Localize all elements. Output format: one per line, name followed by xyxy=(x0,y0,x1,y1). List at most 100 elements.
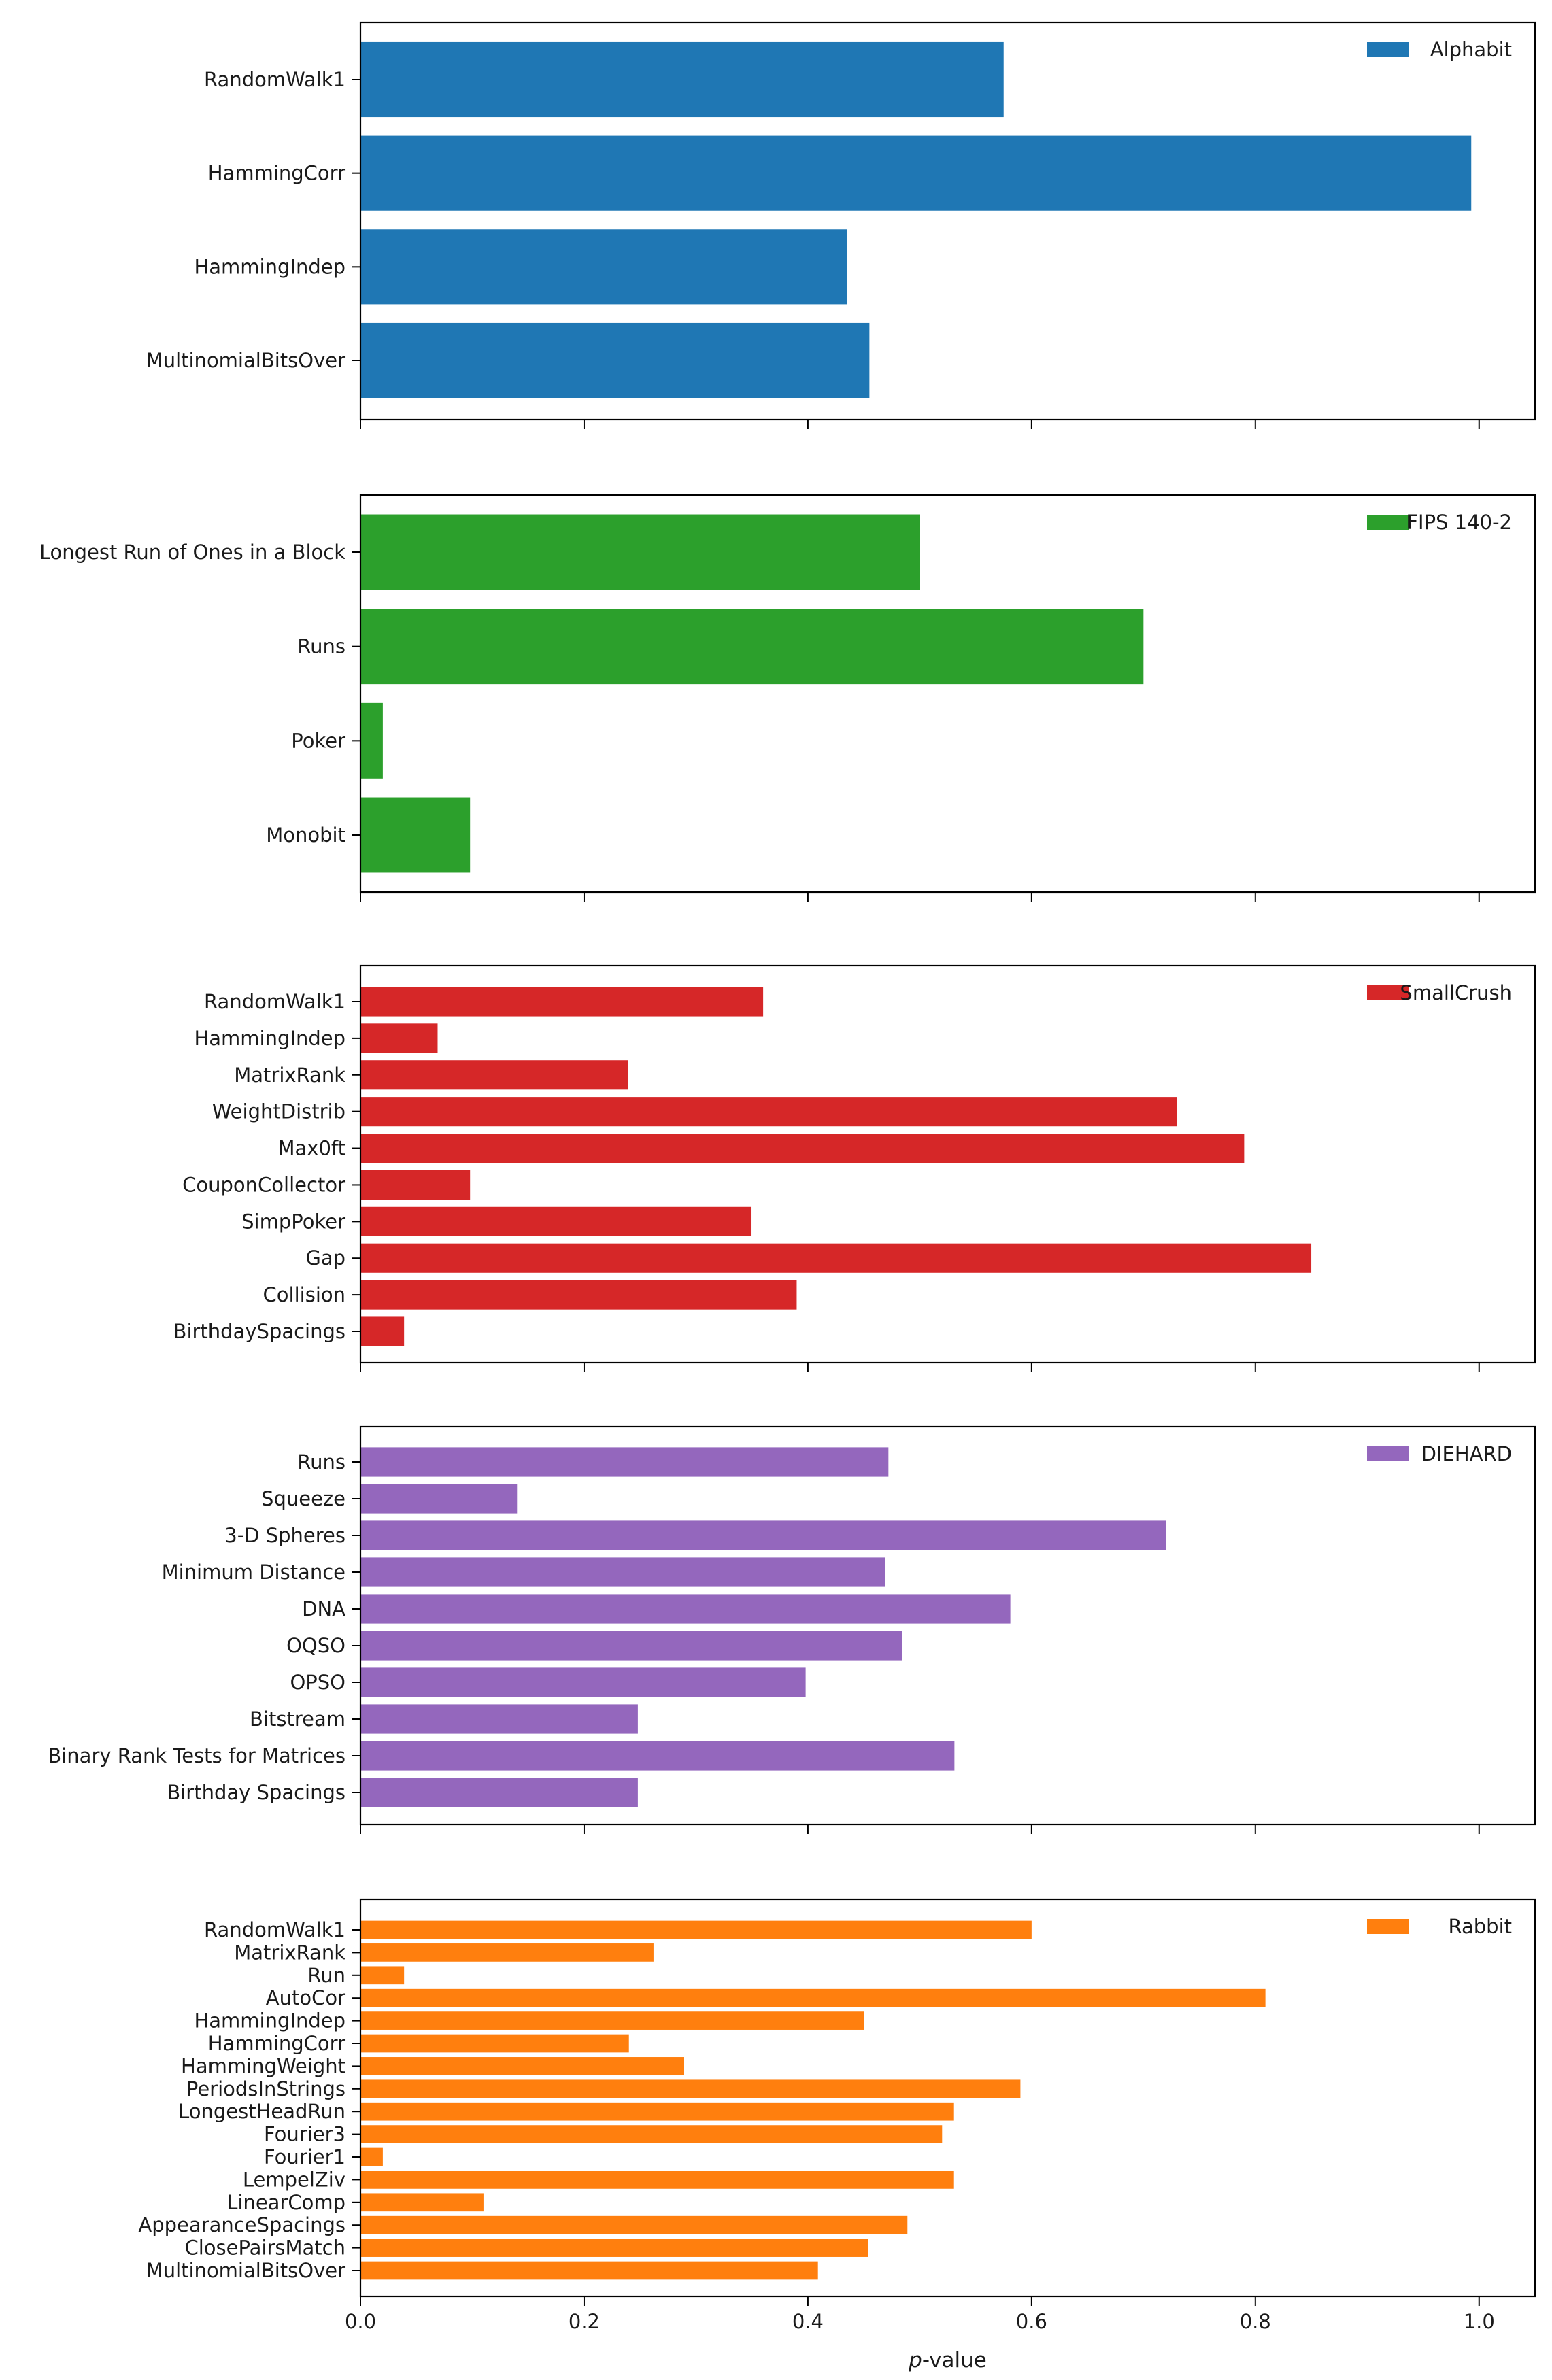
bar-randomwalk1 xyxy=(360,987,764,1017)
bar-longestheadrun xyxy=(360,2102,954,2121)
bar-collision xyxy=(360,1280,797,1310)
category-label: Monobit xyxy=(266,823,345,847)
category-label: AutoCor xyxy=(266,1986,345,2009)
bar-hammingweight xyxy=(360,2057,684,2075)
category-label: OQSO xyxy=(286,1634,345,1657)
x-tick-label: 0.4 xyxy=(792,2310,824,2333)
category-label: HammingIndep xyxy=(194,1027,345,1050)
bar-lempelziv xyxy=(360,2171,954,2189)
bar-randomwalk1 xyxy=(360,41,1004,118)
bar-longest-run-of-ones-in-a-block xyxy=(360,514,920,590)
category-label: MultinomialBitsOver xyxy=(146,349,345,372)
legend-swatch xyxy=(1367,42,1409,57)
bar-hammingcorr xyxy=(360,2034,629,2053)
bar-dna xyxy=(360,1594,1011,1624)
category-label: Binary Rank Tests for Matrices xyxy=(48,1744,345,1767)
category-label: PeriodsInStrings xyxy=(186,2077,345,2101)
bar-autocor xyxy=(360,1988,1266,2007)
category-label: Fourier1 xyxy=(264,2145,345,2169)
category-label: MatrixRank xyxy=(234,1941,345,1964)
legend-swatch xyxy=(1367,985,1409,1000)
category-label: BirthdaySpacings xyxy=(173,1320,345,1343)
panel-alphabit: RandomWalk1 HammingCorr HammingIndep Multin… xyxy=(146,21,1536,429)
axes-frame xyxy=(359,1425,1536,1826)
category-label: DNA xyxy=(302,1597,345,1620)
axes-frame xyxy=(359,964,1536,1364)
category-label: RandomWalk1 xyxy=(204,990,345,1013)
legend-swatch xyxy=(1367,1919,1409,1934)
x-tick-label: 0.0 xyxy=(345,2310,376,2333)
legend-label: Alphabit xyxy=(1430,38,1512,61)
category-label: HammingCorr xyxy=(208,2032,345,2055)
bar-oqso xyxy=(360,1631,902,1661)
category-label: RandomWalk1 xyxy=(204,1918,345,1941)
bar-birthday-spacings xyxy=(360,1778,638,1807)
bar-multinomialbitsover xyxy=(360,2261,818,2280)
bar-bitstream xyxy=(360,1704,638,1734)
bar-opso xyxy=(360,1667,806,1697)
axes-frame xyxy=(359,21,1536,421)
bar-hammingcorr xyxy=(360,135,1472,211)
bar-appearancespacings xyxy=(360,2215,908,2234)
bar-3-d-spheres xyxy=(360,1520,1166,1550)
category-label: Bitstream xyxy=(250,1707,345,1731)
legend-swatch xyxy=(1367,515,1409,530)
category-label: MultinomialBitsOver xyxy=(146,2259,345,2282)
legend-swatch xyxy=(1367,1446,1409,1461)
category-label: Runs xyxy=(297,1450,345,1474)
bar-hammingindep xyxy=(360,2011,864,2030)
axes-frame xyxy=(359,1898,1536,2298)
category-label: AppearanceSpacings xyxy=(138,2213,345,2237)
category-label: RandomWalk1 xyxy=(204,68,345,91)
category-label: Longest Run of Ones in a Block xyxy=(39,541,345,564)
x-axis-title: p-value xyxy=(908,2348,987,2373)
legend-label: DIEHARD xyxy=(1421,1442,1512,1465)
category-label: Run xyxy=(307,1964,345,1987)
x-tick-label: 0.8 xyxy=(1240,2310,1271,2333)
category-label: HammingIndep xyxy=(194,2009,345,2033)
panel-smallcrush: RandomWalk1 HammingIndep MatrixRank WeightD… xyxy=(173,964,1536,1372)
bar-run xyxy=(360,1966,405,1985)
bar-runs xyxy=(360,1447,889,1477)
category-label: LongestHeadRun xyxy=(178,2100,345,2123)
legend-label: FIPS 140-2 xyxy=(1406,511,1512,534)
bar-linearcomp xyxy=(360,2193,484,2212)
bar-fourier3 xyxy=(360,2125,943,2143)
bar-matrixrank xyxy=(360,1060,628,1090)
category-label: Fourier3 xyxy=(264,2123,345,2146)
category-label: MatrixRank xyxy=(234,1064,345,1087)
legend-label: SmallCrush xyxy=(1400,981,1512,1004)
bar-poker xyxy=(360,702,383,779)
panel-diehard: Runs Squeeze 3-D Spheres Minimum Distance DN… xyxy=(48,1425,1536,1834)
bar-fourier1 xyxy=(360,2147,383,2166)
category-label: HammingIndep xyxy=(194,255,345,278)
category-label: LinearComp xyxy=(226,2191,345,2214)
bar-hammingindep xyxy=(360,229,847,305)
bar-hammingindep xyxy=(360,1023,438,1053)
category-label: HammingCorr xyxy=(208,162,345,185)
category-label: OPSO xyxy=(290,1671,345,1694)
category-label: Poker xyxy=(291,729,345,752)
category-label: WeightDistrib xyxy=(212,1100,345,1123)
x-tick-label: 0.6 xyxy=(1016,2310,1047,2333)
category-label: Squeeze xyxy=(261,1487,345,1510)
bar-birthdayspacings xyxy=(360,1316,405,1346)
category-label: HammingWeight xyxy=(181,2054,345,2077)
category-label: Max0ft xyxy=(278,1137,345,1160)
x-tick-label: 1.0 xyxy=(1464,2310,1495,2333)
panel-rabbit: RandomWalk1MatrixRankRunAutoCorHammingIn… xyxy=(138,1898,1536,2306)
category-label: CouponCollector xyxy=(182,1173,345,1196)
category-label: Minimum Distance xyxy=(162,1561,345,1584)
axes-frame xyxy=(359,494,1536,894)
x-tick-label: 0.2 xyxy=(569,2310,600,2333)
bar-periodsinstrings xyxy=(360,2079,1021,2098)
bar-multinomialbitsover xyxy=(360,322,870,398)
bar-gap xyxy=(360,1243,1312,1273)
category-label: Collision xyxy=(263,1283,345,1306)
bar-randomwalk1 xyxy=(360,1920,1032,1939)
category-label: SimpPoker xyxy=(241,1210,345,1233)
category-label: ClosePairsMatch xyxy=(184,2237,345,2260)
bar-binary-rank-tests-for-matrices xyxy=(360,1741,955,1771)
bar-matrixrank xyxy=(360,1943,654,1962)
category-label: 3-D Spheres xyxy=(224,1524,345,1547)
